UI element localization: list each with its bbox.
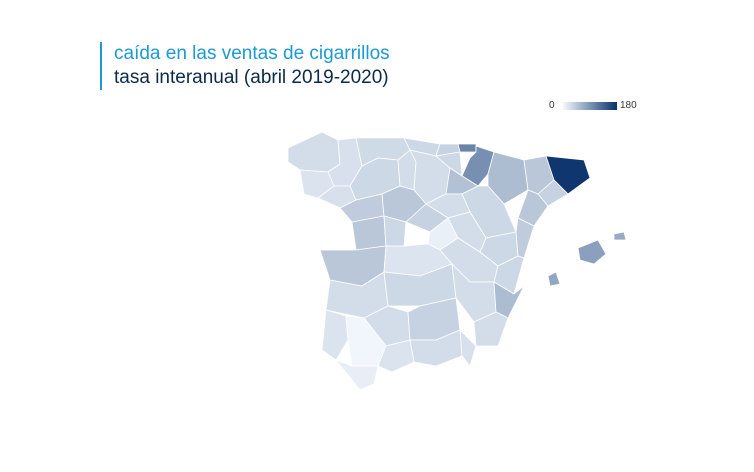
legend-max-label: 180 [620,100,637,111]
legend-gradient-bar [563,102,617,110]
province-valencia [493,255,525,295]
province-huelva [321,309,349,361]
province-murcia [473,311,509,347]
chart-subtitle: tasa interanual (abril 2019-2020) [114,67,389,88]
province-alicante [493,281,525,319]
province-malaga [377,339,415,373]
province-almeria [459,329,477,367]
province-gipuzkoa [457,143,477,153]
province-menorca [613,231,627,241]
province-a-coruna [287,131,341,173]
legend-min-label: 0 [549,100,555,111]
province-cadiz [335,359,379,391]
province-ibiza [547,271,561,287]
title-block: caída en las ventas de cigarrillos tasa … [100,42,390,90]
chart-title: caída en las ventas de cigarrillos [114,43,390,64]
province-mallorca [577,239,607,265]
province-girona [545,155,591,195]
province-castellon [515,217,535,259]
province-guadalajara [447,211,487,253]
province-salamanca [351,215,387,251]
